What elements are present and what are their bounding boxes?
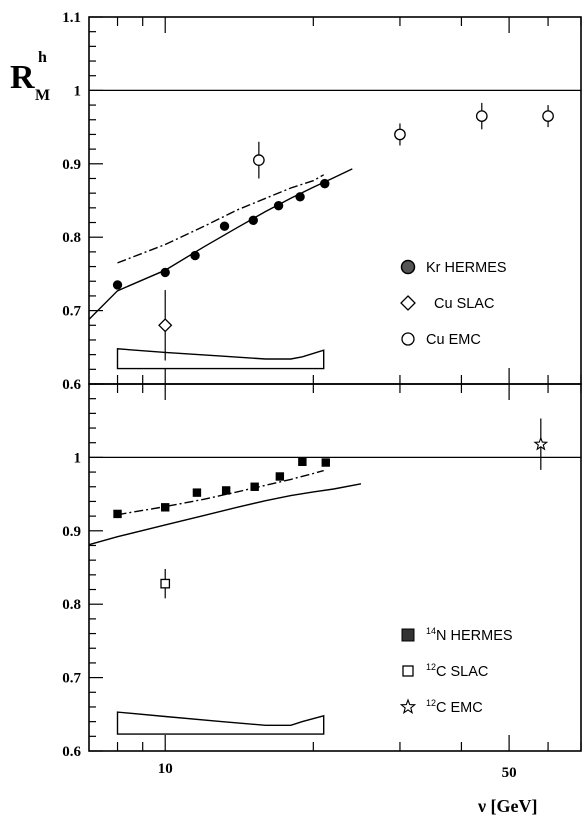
legend-label: Kr HERMES bbox=[426, 260, 507, 276]
data-point bbox=[158, 318, 173, 333]
systematic-error-band bbox=[116, 348, 325, 370]
y-tick-label: 0.7 bbox=[62, 671, 81, 687]
data-point bbox=[394, 128, 406, 141]
series-14n-hermes bbox=[113, 457, 330, 519]
data-point bbox=[295, 192, 305, 202]
legend-label-text: C EMC bbox=[436, 700, 483, 716]
y-axis-title-sub: M bbox=[35, 87, 50, 104]
solid-curve bbox=[88, 483, 362, 546]
data-point bbox=[190, 250, 200, 261]
data-point bbox=[298, 457, 307, 467]
legend-label-text: N HERMES bbox=[436, 628, 513, 644]
data-point bbox=[160, 578, 171, 589]
x-tick-label: 10 bbox=[158, 761, 173, 777]
series-kr-hermes bbox=[112, 178, 330, 290]
data-point bbox=[250, 482, 259, 491]
legend-item: Cu SLAC bbox=[400, 295, 494, 312]
data-point bbox=[320, 178, 330, 189]
legend-label-sup: 12 bbox=[426, 662, 436, 672]
legend-item: Kr HERMES bbox=[400, 259, 507, 276]
data-point bbox=[273, 200, 284, 211]
legend-label-sup: 14 bbox=[426, 626, 436, 636]
y-tick-label: 1 bbox=[74, 450, 82, 466]
data-point bbox=[113, 509, 122, 519]
legend-label-sup: 12 bbox=[426, 698, 436, 708]
y-tick-label: 0.8 bbox=[62, 230, 81, 246]
legend-label: 14N HERMES bbox=[426, 626, 513, 644]
legend-marker bbox=[401, 628, 415, 642]
data-point bbox=[112, 280, 123, 290]
legend-label: 12C EMC bbox=[426, 698, 483, 716]
x-axis-title: ν [GeV] bbox=[477, 796, 538, 816]
data-point bbox=[160, 267, 170, 278]
data-point bbox=[533, 436, 549, 451]
systematic-error-band bbox=[116, 711, 325, 735]
y-tick-label: 0.7 bbox=[62, 304, 81, 320]
data-point bbox=[253, 154, 265, 166]
legend-item: 14N HERMES bbox=[401, 626, 513, 644]
data-point bbox=[475, 110, 488, 122]
y-tick-label: 0.9 bbox=[62, 524, 81, 540]
legend-marker bbox=[399, 698, 417, 714]
legend-item: 12C SLAC bbox=[402, 662, 488, 680]
data-point bbox=[275, 472, 285, 481]
series-cu-slac bbox=[158, 290, 173, 361]
top-panel: 0.6 0.7 0.8 0.9 1 1.1 Kr HERMES Cu SLAC Cu EMC bbox=[62, 10, 582, 393]
y-tick-label: 0.9 bbox=[62, 157, 81, 173]
legend-label-text: C SLAC bbox=[436, 664, 488, 680]
series-cu-emc bbox=[253, 102, 554, 179]
data-point bbox=[161, 503, 170, 512]
y-axis-title-sup: h bbox=[38, 49, 47, 66]
y-axis-title: R h M bbox=[10, 49, 50, 104]
legend-marker bbox=[400, 295, 416, 311]
data-point bbox=[542, 110, 554, 122]
dash-dot-curve bbox=[117, 174, 325, 264]
data-point bbox=[321, 458, 330, 467]
data-point bbox=[192, 488, 202, 497]
legend-marker bbox=[400, 259, 416, 275]
legend-item: 12C EMC bbox=[399, 698, 483, 716]
y-tick-label: 0.6 bbox=[62, 744, 81, 760]
y-axis-title-main: R bbox=[10, 59, 35, 96]
dash-dot-curve bbox=[117, 469, 324, 516]
y-tick-label: 0.8 bbox=[62, 597, 81, 613]
legend-label: Cu EMC bbox=[426, 332, 481, 348]
data-point bbox=[221, 486, 231, 495]
solid-curve bbox=[88, 168, 353, 320]
legend-marker bbox=[401, 332, 415, 346]
legend-item: Cu EMC bbox=[401, 332, 481, 348]
series-12c-slac bbox=[160, 568, 171, 599]
y-tick-label: 1.1 bbox=[62, 10, 81, 26]
legend: Kr HERMES Cu SLAC Cu EMC bbox=[400, 259, 507, 348]
series-12c-emc bbox=[533, 418, 549, 470]
data-point bbox=[248, 215, 258, 226]
y-tick-label: 1 bbox=[74, 83, 82, 99]
data-point bbox=[219, 221, 230, 231]
legend-label: 12C SLAC bbox=[426, 662, 488, 680]
legend-marker bbox=[402, 665, 414, 677]
y-tick-label: 0.6 bbox=[62, 377, 81, 393]
x-tick-label: 50 bbox=[502, 765, 517, 781]
legend-label: Cu SLAC bbox=[434, 296, 494, 312]
bottom-panel-frame bbox=[88, 383, 582, 752]
